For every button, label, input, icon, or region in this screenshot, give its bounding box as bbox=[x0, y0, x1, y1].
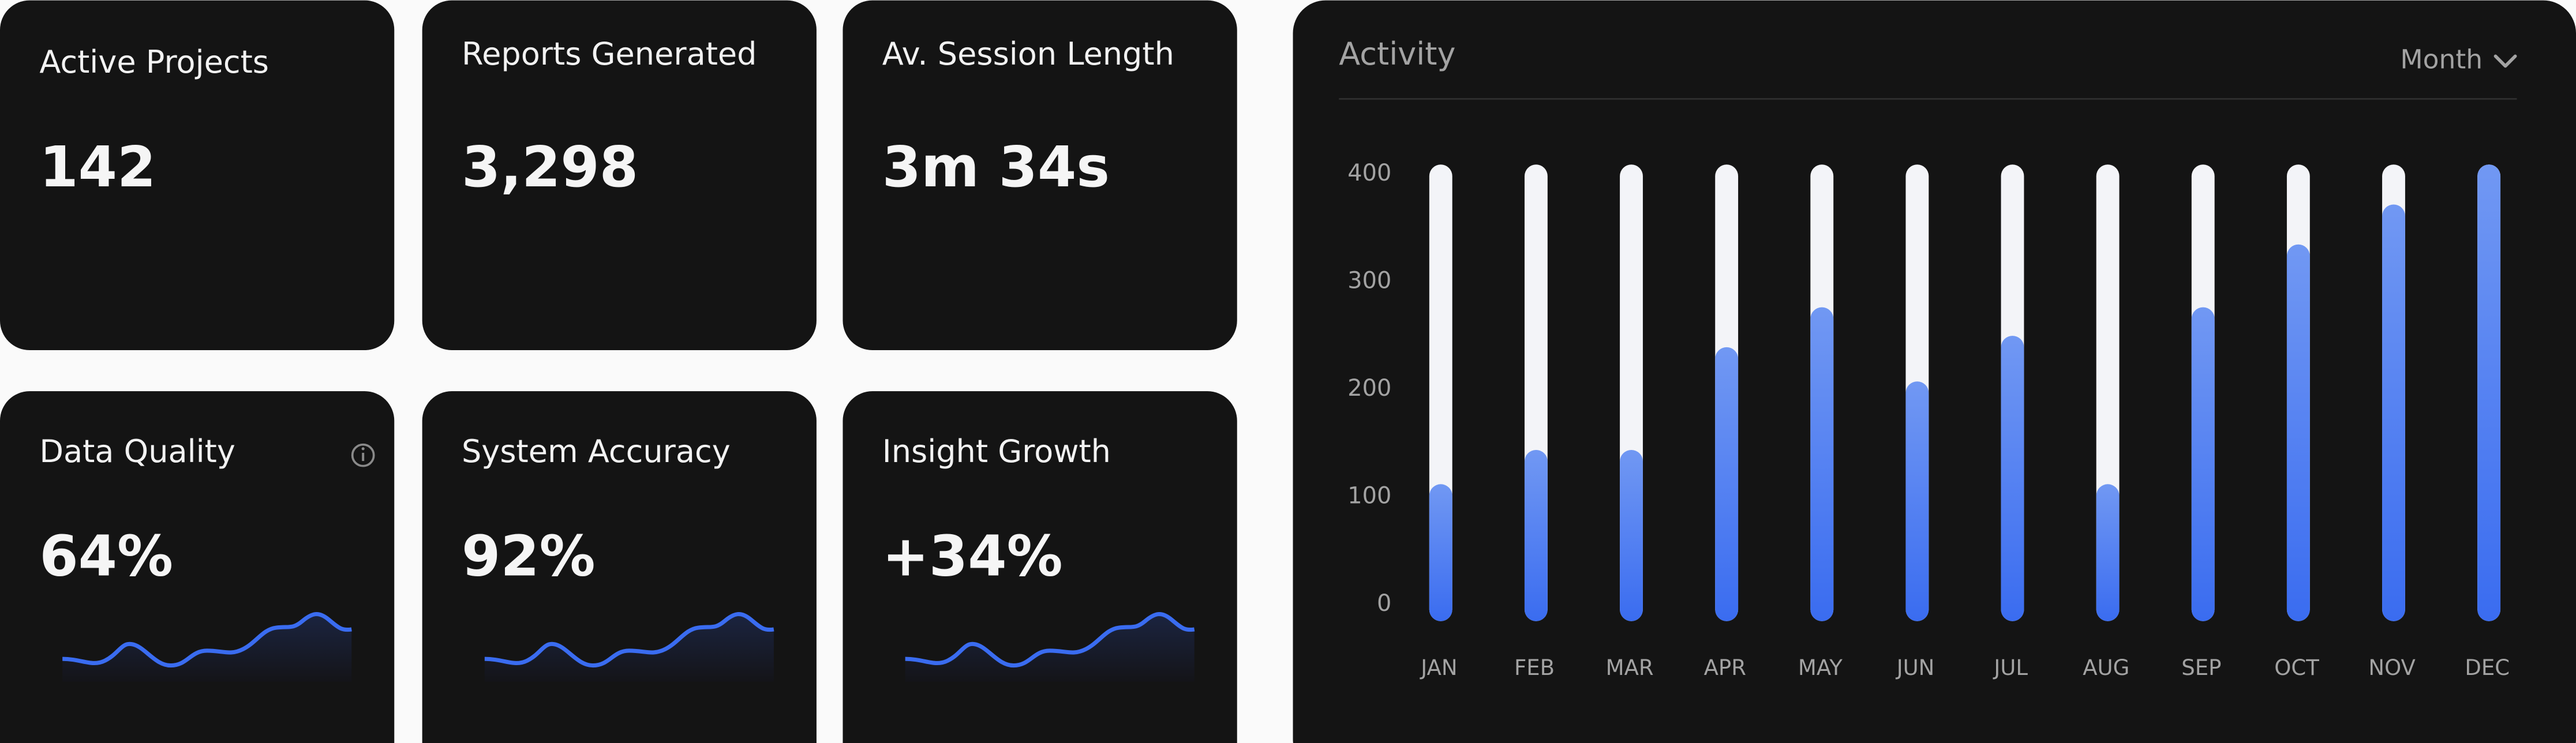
sparkline-area bbox=[62, 614, 352, 682]
card-value: +34% bbox=[882, 524, 1063, 589]
card-title: Av. Session Length bbox=[882, 36, 1174, 72]
bar bbox=[2286, 244, 2310, 621]
card-title: System Accuracy bbox=[462, 433, 731, 470]
card-title: Active Projects bbox=[39, 44, 269, 80]
info-icon bbox=[351, 443, 375, 467]
bar bbox=[2382, 204, 2405, 621]
card-value: 142 bbox=[39, 134, 156, 200]
chart-title: Activity bbox=[1339, 36, 1455, 72]
card-value: 64% bbox=[39, 524, 173, 589]
card-value: 3,298 bbox=[462, 134, 638, 200]
y-tick-label: 100 bbox=[1347, 482, 1391, 509]
x-tick-label: FEB bbox=[1514, 655, 1555, 680]
period-dropdown[interactable]: Month bbox=[2400, 44, 2483, 74]
y-tick-label: 400 bbox=[1347, 160, 1391, 186]
activity-panel bbox=[1293, 0, 2576, 743]
sparkline-line bbox=[62, 612, 352, 668]
sparkline bbox=[484, 612, 774, 682]
stat-card bbox=[843, 0, 1237, 350]
x-tick-label: SEP bbox=[2181, 655, 2221, 680]
card-value: 92% bbox=[462, 524, 596, 589]
x-tick-label: APR bbox=[1704, 655, 1746, 680]
sparkline-area bbox=[484, 614, 774, 682]
card-title: Reports Generated bbox=[462, 36, 757, 72]
bar bbox=[2191, 307, 2215, 621]
sparkline bbox=[62, 612, 352, 682]
card-title: Insight Growth bbox=[882, 433, 1111, 470]
stat-card bbox=[422, 0, 817, 350]
bar bbox=[1524, 449, 1548, 621]
card-title: Data Quality bbox=[39, 433, 235, 470]
x-tick-label: JUN bbox=[1896, 655, 1935, 680]
bar bbox=[1620, 449, 1643, 621]
sparkline-line bbox=[484, 612, 774, 668]
x-tick-label: NOV bbox=[2368, 655, 2415, 680]
bar bbox=[2477, 164, 2501, 621]
y-tick-label: 200 bbox=[1347, 375, 1391, 401]
dropdown-chevron[interactable] bbox=[2493, 54, 2517, 68]
bar bbox=[1429, 484, 1452, 621]
sparkline-area bbox=[905, 614, 1195, 682]
bar bbox=[1715, 347, 1739, 621]
bar bbox=[1810, 307, 1834, 621]
info-icon bbox=[361, 447, 365, 451]
bar bbox=[2096, 484, 2120, 621]
bar bbox=[2001, 336, 2024, 621]
x-tick-label: DEC bbox=[2465, 655, 2510, 680]
x-tick-label: JUL bbox=[1993, 655, 2028, 680]
y-tick-label: 300 bbox=[1347, 267, 1391, 294]
x-tick-label: JAN bbox=[1420, 655, 1457, 680]
sparkline bbox=[905, 612, 1195, 682]
x-tick-label: OCT bbox=[2274, 655, 2319, 680]
x-tick-label: MAY bbox=[1798, 655, 1843, 680]
x-tick-label: AUG bbox=[2083, 655, 2129, 680]
x-tick-label: MAR bbox=[1606, 655, 1654, 680]
y-tick-label: 0 bbox=[1377, 590, 1391, 617]
stat-card bbox=[0, 0, 395, 350]
card-value: 3m 34s bbox=[882, 134, 1110, 200]
sparkline-line bbox=[905, 612, 1195, 668]
bar bbox=[1905, 381, 1929, 621]
